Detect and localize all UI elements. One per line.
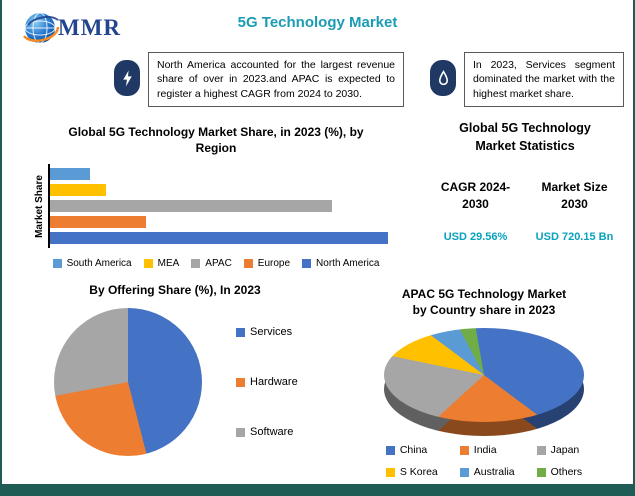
legend-label-china: China — [399, 444, 428, 457]
legend-swatch-europe — [243, 259, 253, 269]
callout-services: In 2023, Services segment dominated the … — [430, 52, 624, 108]
legend-label-hardware: Hardware — [250, 376, 298, 389]
stat-cagr-value: USD 29.56% — [443, 230, 508, 243]
legend-item-europe: Europe — [243, 258, 291, 270]
legend-label-others: Others — [550, 466, 583, 479]
apac-legend: China India Japan S Korea Australia Others — [344, 444, 624, 478]
stats-title: Global 5G Technology Market Statistics — [459, 121, 591, 153]
legend-item-hardware: Hardware — [236, 376, 298, 388]
legend-label-australia: Australia — [473, 466, 515, 479]
bar-north-america — [50, 232, 388, 245]
mmr-logo: MMR — [20, 6, 121, 50]
droplet-icon — [430, 60, 456, 96]
legend-label-services: Services — [250, 326, 293, 339]
legend-item-south-america: South America — [52, 258, 132, 270]
region-bar-legend: South America MEA APAC Europe North America — [30, 258, 402, 269]
lightning-icon — [114, 60, 140, 96]
legend-label-s-korea: S Korea — [399, 466, 438, 479]
bar-mea — [50, 184, 107, 197]
legend-item-north-america: North America — [302, 258, 379, 269]
offering-pie — [54, 308, 202, 457]
legend-item-s-korea: S Korea — [385, 466, 438, 479]
legend-item-mea: MEA — [143, 258, 180, 270]
legend-item-services: Services — [236, 326, 298, 338]
stat-market-size-label: Market Size 2030 — [541, 180, 608, 211]
legend-item-apac: APAC — [191, 258, 232, 269]
legend-item-others: Others — [536, 466, 583, 479]
apac-pie — [384, 328, 584, 437]
y-axis-label: Market Share — [30, 164, 48, 248]
offering-content: Services Hardware Software — [24, 308, 326, 457]
apac-pie-chart: APAC 5G Technology Market by Country sha… — [344, 286, 624, 478]
stat-market-size-value: USD 720.15 Bn — [535, 230, 614, 243]
bottom-border-bar — [2, 484, 633, 496]
legend-item-software: Software — [236, 426, 298, 438]
region-bar-plot — [48, 164, 402, 249]
callout-right-text: In 2023, Services segment dominated the … — [464, 52, 624, 108]
legend-swatch-others — [536, 467, 546, 477]
stats-columns: CAGR 2024-2030 USD 29.56% Market Size 20… — [426, 179, 624, 243]
stat-cagr: CAGR 2024-2030 USD 29.56% — [426, 179, 525, 243]
stat-market-size: Market Size 2030 USD 720.15 Bn — [525, 179, 624, 243]
logo-text: MMR — [58, 15, 122, 40]
legend-label-software: Software — [250, 426, 294, 439]
legend-swatch-mea — [143, 259, 153, 269]
legend-label-south-america: South America — [66, 258, 132, 270]
callout-north-america: North America accounted for the largest … — [114, 52, 404, 108]
legend-label-mea: MEA — [157, 258, 180, 270]
callout-left-text: North America accounted for the largest … — [148, 52, 404, 108]
legend-swatch-india — [459, 445, 469, 455]
legend-label-japan: Japan — [550, 444, 580, 457]
legend-swatch-china — [385, 445, 395, 455]
legend-item-japan: Japan — [536, 444, 583, 457]
legend-label-europe: Europe — [257, 258, 291, 270]
bar-south-america — [50, 168, 91, 181]
legend-swatch-s-korea — [385, 467, 395, 477]
stats-panel: Global 5G Technology Market Statistics C… — [426, 120, 624, 243]
offering-legend: Services Hardware Software — [236, 326, 298, 438]
region-bar-title: Global 5G Technology Market Share, in 20… — [68, 125, 364, 156]
bar-apac — [50, 200, 332, 213]
page-title: 5G Technology Market — [237, 14, 398, 31]
legend-swatch-services — [236, 327, 245, 337]
legend-swatch-north-america — [302, 259, 312, 269]
region-bar-chart: Global 5G Technology Market Share, in 20… — [30, 124, 402, 269]
legend-swatch-australia — [459, 467, 469, 477]
bar-europe — [50, 216, 147, 229]
region-bar-plot-area: Market Share — [30, 164, 402, 249]
legend-swatch-apac — [191, 259, 201, 269]
y-axis-label-text: Market Share — [33, 174, 45, 238]
globe-icon — [23, 12, 60, 44]
offering-title: By Offering Share (%), In 2023 — [89, 283, 261, 297]
legend-swatch-japan — [536, 445, 546, 455]
offering-pie-chart: By Offering Share (%), In 2023 Services H… — [24, 282, 326, 457]
legend-label-india: India — [473, 444, 497, 457]
legend-label-north-america: North America — [316, 258, 380, 270]
apac-title: APAC 5G Technology Market by Country sha… — [401, 287, 567, 318]
legend-swatch-software — [236, 427, 245, 437]
legend-swatch-south-america — [52, 259, 62, 269]
legend-swatch-hardware — [236, 377, 245, 387]
legend-label-apac: APAC — [205, 258, 232, 270]
stat-cagr-label: CAGR 2024-2030 — [440, 180, 511, 211]
apac-pie-top — [384, 328, 584, 423]
legend-item-india: India — [459, 444, 515, 457]
legend-item-china: China — [385, 444, 438, 457]
legend-item-australia: Australia — [459, 466, 515, 479]
